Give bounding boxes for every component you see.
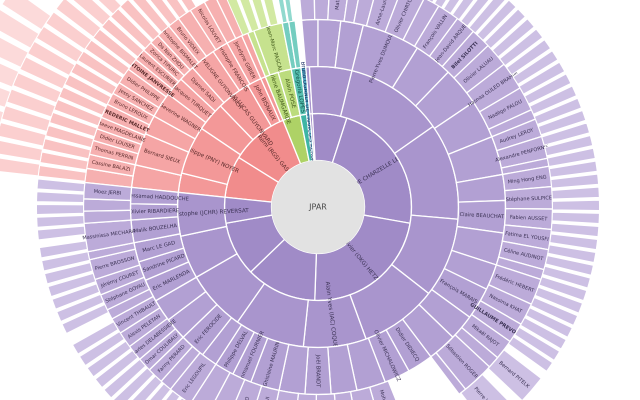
sunburst-segment[interactable] [512, 50, 559, 85]
sunburst-segment[interactable] [0, 121, 47, 147]
chart-center-label: JPAR [308, 203, 327, 212]
sunburst-segment[interactable] [546, 147, 596, 168]
sunburst-segment[interactable] [43, 262, 94, 285]
sunburst-segment[interactable] [259, 0, 279, 27]
sunburst-segment[interactable] [550, 173, 600, 189]
sunburst-segment[interactable] [530, 296, 579, 326]
sunburst-segment[interactable] [451, 0, 487, 21]
sunburst-segment[interactable] [514, 326, 561, 361]
sunburst-segment[interactable] [26, 40, 76, 77]
sunburst-segment[interactable] [442, 0, 477, 15]
sunburst-segment[interactable] [298, 0, 316, 21]
sunburst-segment[interactable] [468, 0, 507, 34]
sunburst-segment[interactable] [94, 349, 139, 389]
sunburst-segment[interactable] [129, 203, 179, 221]
sunburst-segment[interactable] [141, 0, 178, 26]
sunburst-segment[interactable] [304, 346, 332, 396]
sunburst-segment[interactable] [61, 303, 110, 335]
sunburst-segment[interactable] [525, 307, 573, 338]
sunburst-segment[interactable] [491, 18, 535, 58]
sunburst-segment[interactable] [425, 0, 455, 4]
sunburst-segment[interactable] [541, 122, 591, 146]
sunburst-segment[interactable] [529, 85, 578, 115]
sunburst-segment[interactable] [533, 97, 583, 126]
sunburst-segment[interactable] [79, 0, 122, 15]
sunburst-segment[interactable] [247, 0, 270, 29]
sunburst-segment[interactable] [499, 28, 544, 67]
sunburst-segment[interactable] [47, 272, 97, 298]
sunburst-segment[interactable] [0, 157, 41, 177]
sunburst-segment[interactable] [36, 178, 86, 193]
sunburst-segment[interactable] [519, 316, 567, 350]
sunburst-segment[interactable] [483, 8, 527, 50]
sunburst-segment[interactable] [548, 160, 598, 178]
sunburst-segment[interactable] [71, 321, 119, 355]
sunburst-segment[interactable] [523, 73, 572, 105]
sunburst-segment[interactable] [78, 330, 125, 367]
sunburst-segment[interactable] [123, 375, 163, 400]
sunburst-segment[interactable] [0, 8, 40, 49]
sunburst-segment[interactable] [35, 203, 85, 215]
sunburst-segment[interactable] [0, 30, 29, 68]
sunburst-segment[interactable] [38, 240, 88, 259]
sunburst-segment[interactable] [36, 215, 85, 228]
sunburst-segment[interactable] [103, 358, 147, 399]
sunburst-segment[interactable] [155, 397, 190, 400]
sunburst-segment[interactable] [433, 0, 466, 9]
sunburst-segment[interactable] [544, 255, 594, 276]
sunburst-segment[interactable] [151, 0, 188, 19]
sunburst-segment[interactable] [163, 0, 197, 13]
sunburst-segment[interactable] [551, 211, 600, 225]
sunburst-segment[interactable] [86, 340, 132, 378]
sunburst-segment[interactable] [0, 75, 12, 108]
sunburst-segment[interactable] [56, 293, 105, 323]
sunburst-segment[interactable] [0, 52, 20, 88]
chart-center[interactable] [271, 160, 365, 254]
sunburst-segment[interactable] [505, 39, 552, 76]
sunburst-segment[interactable] [224, 0, 251, 36]
sunburst-segment[interactable] [550, 222, 600, 238]
sunburst-segment[interactable] [0, 98, 5, 128]
sunburst-segment[interactable] [300, 18, 319, 68]
sunburst-segment[interactable] [235, 0, 260, 33]
sunburst-segment[interactable] [133, 383, 172, 400]
sunburst-segment[interactable] [55, 0, 102, 38]
sunburst-segment[interactable] [0, 139, 44, 162]
sunburst-segment[interactable] [507, 336, 554, 372]
sunburst-segment[interactable] [537, 109, 587, 136]
sunburst-segment[interactable] [547, 244, 597, 264]
sunburst-segment[interactable] [130, 0, 169, 34]
sunburst-segment[interactable] [518, 61, 566, 95]
sunburst-segment[interactable] [41, 251, 91, 272]
sunburst-segment[interactable] [45, 124, 95, 149]
sunburst-segment[interactable] [459, 373, 516, 400]
sunburst-segment[interactable] [112, 367, 155, 400]
sunburst-segment[interactable] [460, 0, 497, 27]
sunburst-segment[interactable] [541, 265, 591, 289]
sunburst-segment[interactable] [67, 0, 112, 27]
sunburst-segment[interactable] [534, 286, 584, 314]
sunburst-segment[interactable] [549, 233, 599, 251]
sunburst-segment[interactable] [48, 111, 98, 138]
sunburst-segment[interactable] [315, 393, 338, 400]
sunburst-segment[interactable] [487, 348, 543, 400]
sunburst-segment[interactable] [551, 186, 600, 200]
sunburst-segment[interactable] [551, 199, 600, 211]
sunburst-segment[interactable] [1, 0, 52, 31]
sunburst-segment[interactable] [538, 276, 588, 302]
sunburst-segment[interactable] [281, 0, 294, 23]
sunburst-segment[interactable] [82, 181, 133, 202]
sunburst-segment[interactable] [274, 0, 288, 24]
sunburst-segment[interactable] [36, 191, 85, 204]
sunburst-segment[interactable] [119, 0, 161, 41]
sunburst-segment[interactable] [504, 185, 554, 210]
sunburst-segment[interactable] [476, 0, 517, 42]
sunburst-segment[interactable] [144, 390, 181, 400]
sunburst-segment[interactable] [36, 225, 86, 241]
sunburst-segment[interactable] [51, 283, 101, 310]
sunburst-segment[interactable] [544, 134, 594, 157]
